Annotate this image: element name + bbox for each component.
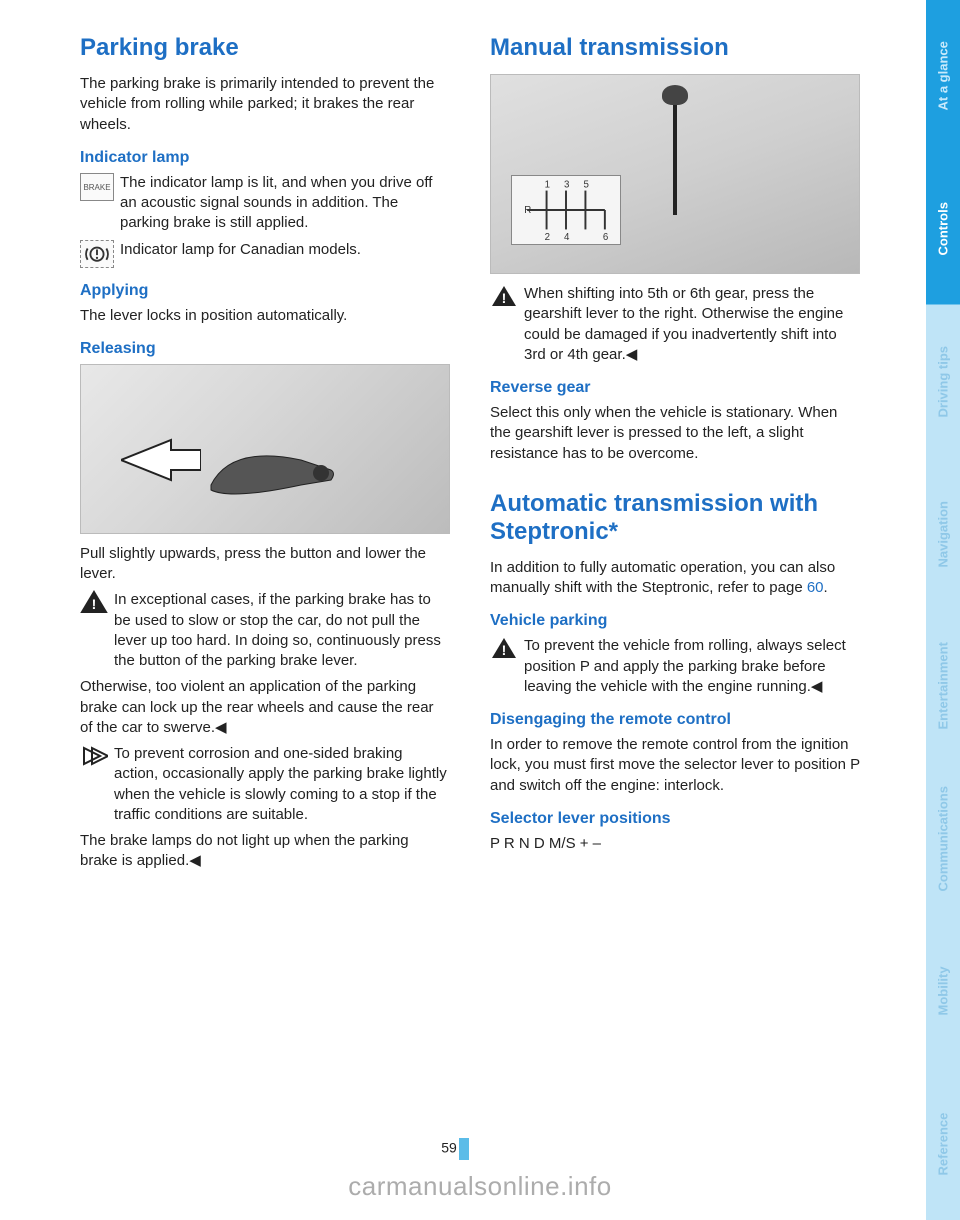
svg-text:!: ! bbox=[92, 596, 97, 612]
warning-icon: ! bbox=[490, 284, 518, 308]
indicator-lamp-text: The indicator lamp is lit, and when you … bbox=[120, 173, 450, 234]
indicator-lamp-ca-row: Indicator lamp for Canadian models. bbox=[80, 240, 450, 268]
at-intro-a: In addition to fully automatic operation… bbox=[490, 559, 835, 596]
at-intro-b: . bbox=[824, 579, 828, 596]
heading-indicator-lamp: Indicator lamp bbox=[80, 149, 450, 167]
svg-text:2: 2 bbox=[545, 232, 550, 243]
warning-icon: ! bbox=[80, 590, 108, 614]
releasing-text-3: The brake lamps do not light up when the… bbox=[80, 831, 450, 872]
heading-vehicle-parking: Vehicle parking bbox=[490, 612, 860, 630]
tab-controls[interactable]: Controls bbox=[926, 153, 960, 306]
vp-warning-text: To prevent the vehicle from rolling, alw… bbox=[524, 636, 860, 697]
tab-driving-tips[interactable]: Driving tips bbox=[926, 305, 960, 458]
svg-text:3: 3 bbox=[564, 180, 569, 191]
tip-icon bbox=[80, 744, 108, 768]
svg-text:!: ! bbox=[502, 642, 507, 658]
releasing-text-2: Otherwise, too violent an application of… bbox=[80, 677, 450, 738]
releasing-illustration bbox=[80, 364, 450, 534]
tab-navigation[interactable]: Navigation bbox=[926, 458, 960, 611]
warning-icon: ! bbox=[490, 636, 518, 660]
section-tabs-sidebar: At a glance Controls Driving tips Naviga… bbox=[926, 0, 960, 1220]
releasing-text-1: Pull slightly upwards, press the button … bbox=[80, 544, 450, 585]
releasing-tip-text: To prevent corrosion and one-sided braki… bbox=[114, 744, 450, 825]
heading-reverse-gear: Reverse gear bbox=[490, 379, 860, 397]
tab-entertainment[interactable]: Entertainment bbox=[926, 610, 960, 763]
indicator-lamp-row: BRAKE The indicator lamp is lit, and whe… bbox=[80, 173, 450, 234]
page-number: 59 bbox=[441, 1140, 457, 1156]
mt-warning-text: When shifting into 5th or 6th gear, pres… bbox=[524, 284, 860, 365]
releasing-tip-row: To prevent corrosion and one-sided braki… bbox=[80, 744, 450, 825]
heading-parking-brake: Parking brake bbox=[80, 34, 450, 62]
gear-pattern-panel: R 1 2 3 4 5 6 bbox=[511, 175, 621, 245]
heading-applying: Applying bbox=[80, 282, 450, 300]
page-number-marker bbox=[459, 1138, 469, 1160]
releasing-warning-text: In exceptional cases, if the parking bra… bbox=[114, 590, 450, 671]
indicator-lamp-ca-text: Indicator lamp for Canadian models. bbox=[120, 240, 450, 260]
left-column: Parking brake The parking brake is prima… bbox=[80, 30, 450, 878]
tab-communications[interactable]: Communications bbox=[926, 763, 960, 916]
at-intro: In addition to fully automatic operation… bbox=[490, 558, 860, 599]
page-link-60[interactable]: 60 bbox=[807, 579, 824, 596]
mt-warning-row: ! When shifting into 5th or 6th gear, pr… bbox=[490, 284, 860, 365]
parking-brake-intro: The parking brake is primarily intended … bbox=[80, 74, 450, 135]
heading-automatic-transmission: Automatic transmission with Steptronic* bbox=[490, 490, 860, 546]
gear-illustration: R 1 2 3 4 5 6 bbox=[490, 74, 860, 274]
tab-at-a-glance[interactable]: At a glance bbox=[926, 0, 960, 153]
reverse-gear-text: Select this only when the vehicle is sta… bbox=[490, 403, 860, 464]
svg-text:!: ! bbox=[502, 290, 507, 306]
heading-selector-positions: Selector lever positions bbox=[490, 810, 860, 828]
heading-disengaging: Disengaging the remote control bbox=[490, 711, 860, 729]
svg-text:R: R bbox=[524, 205, 531, 216]
svg-text:5: 5 bbox=[583, 180, 588, 191]
page-number-container: 59 bbox=[0, 1138, 910, 1160]
releasing-warning-row: ! In exceptional cases, if the parking b… bbox=[80, 590, 450, 671]
tab-mobility[interactable]: Mobility bbox=[926, 915, 960, 1068]
svg-text:6: 6 bbox=[603, 232, 608, 243]
selector-positions-text: P R N D M/S + – bbox=[490, 834, 860, 854]
applying-text: The lever locks in position automaticall… bbox=[80, 306, 450, 326]
disengaging-text: In order to remove the remote control fr… bbox=[490, 735, 860, 796]
svg-text:1: 1 bbox=[545, 180, 550, 191]
right-column: Manual transmission R 1 2 3 4 bbox=[490, 30, 860, 878]
brake-lamp-ca-icon bbox=[80, 240, 114, 268]
brake-lamp-icon: BRAKE bbox=[80, 173, 114, 201]
watermark: carmanualsonline.info bbox=[0, 1171, 960, 1202]
heading-manual-transmission: Manual transmission bbox=[490, 34, 860, 62]
vp-warning-row: ! To prevent the vehicle from rolling, a… bbox=[490, 636, 860, 697]
svg-text:4: 4 bbox=[564, 232, 570, 243]
heading-releasing: Releasing bbox=[80, 340, 450, 358]
